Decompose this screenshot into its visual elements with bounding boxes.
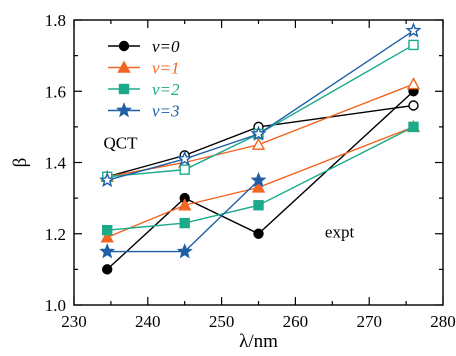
legend-item: v=2 (108, 80, 180, 99)
data-point-qct (99, 171, 116, 188)
x-tick-label: 270 (356, 312, 382, 331)
series-line-qct (107, 104, 414, 178)
legend-item: v=3 (108, 102, 180, 121)
y-tick-label: 1.8 (45, 11, 66, 30)
series-v1 (100, 77, 421, 243)
data-point-expt (178, 198, 192, 211)
data-point-qct (408, 100, 419, 111)
series-layer (99, 22, 422, 275)
legend-item: v=1 (108, 59, 180, 78)
y-tick-label: 1.2 (45, 225, 66, 244)
data-point-expt (253, 228, 264, 239)
data-point-qct (250, 125, 267, 141)
data-point-expt (99, 243, 116, 259)
series-v3 (99, 22, 422, 259)
legend-item: v=0 (108, 37, 180, 56)
legend-label: v=1 (152, 59, 180, 78)
data-point-expt (102, 224, 113, 236)
data-point-expt (253, 200, 264, 211)
x-tick-label: 240 (135, 312, 161, 331)
legend-label: v=2 (152, 80, 180, 99)
data-point-qct (251, 137, 266, 150)
y-tick-label: 1.0 (45, 296, 66, 315)
legend-marker (117, 60, 131, 73)
data-point-expt (176, 243, 193, 259)
x-tick-label: 280 (430, 312, 456, 331)
series-line-qct (107, 30, 414, 181)
data-point-qct (179, 164, 190, 175)
data-point-qct (405, 22, 422, 38)
legend-marker (115, 102, 133, 118)
series-line-expt (107, 179, 259, 253)
annotation-label: expt (325, 222, 355, 241)
data-point-expt (100, 230, 114, 243)
data-point-expt (250, 171, 267, 188)
series-line-expt (107, 126, 414, 231)
x-tick-label: 260 (283, 312, 309, 331)
legend-marker (118, 40, 130, 52)
axes: 230 240 250 260 270 280 1.0 1.2 1.4 1.6 1.8 λ/nm β (10, 11, 456, 352)
data-point-qct (176, 150, 193, 166)
data-point-expt (179, 217, 190, 229)
legend: v=0 v=1 v=2 v=3 (108, 37, 180, 121)
series-line-expt (106, 126, 414, 238)
series-line-qct (107, 44, 414, 178)
legend-marker (118, 83, 130, 95)
data-point-qct (408, 39, 419, 51)
annotation-label: QCT (104, 133, 139, 152)
x-axis-title: λ/nm (239, 331, 278, 352)
legend-label: v=3 (152, 102, 180, 121)
data-point-qct (406, 77, 421, 90)
data-point-expt (251, 180, 266, 193)
y-tick-label: 1.6 (45, 82, 66, 101)
data-point-expt (102, 264, 113, 275)
x-tick-label: 230 (61, 312, 87, 331)
annotations: QCT expt (104, 133, 355, 241)
data-point-expt (408, 121, 419, 133)
y-tick-label: 1.4 (45, 154, 67, 173)
x-tick-label: 250 (209, 312, 235, 331)
plot-frame (73, 19, 444, 306)
legend-label: v=0 (152, 37, 180, 56)
y-axis-title: β (10, 158, 31, 168)
